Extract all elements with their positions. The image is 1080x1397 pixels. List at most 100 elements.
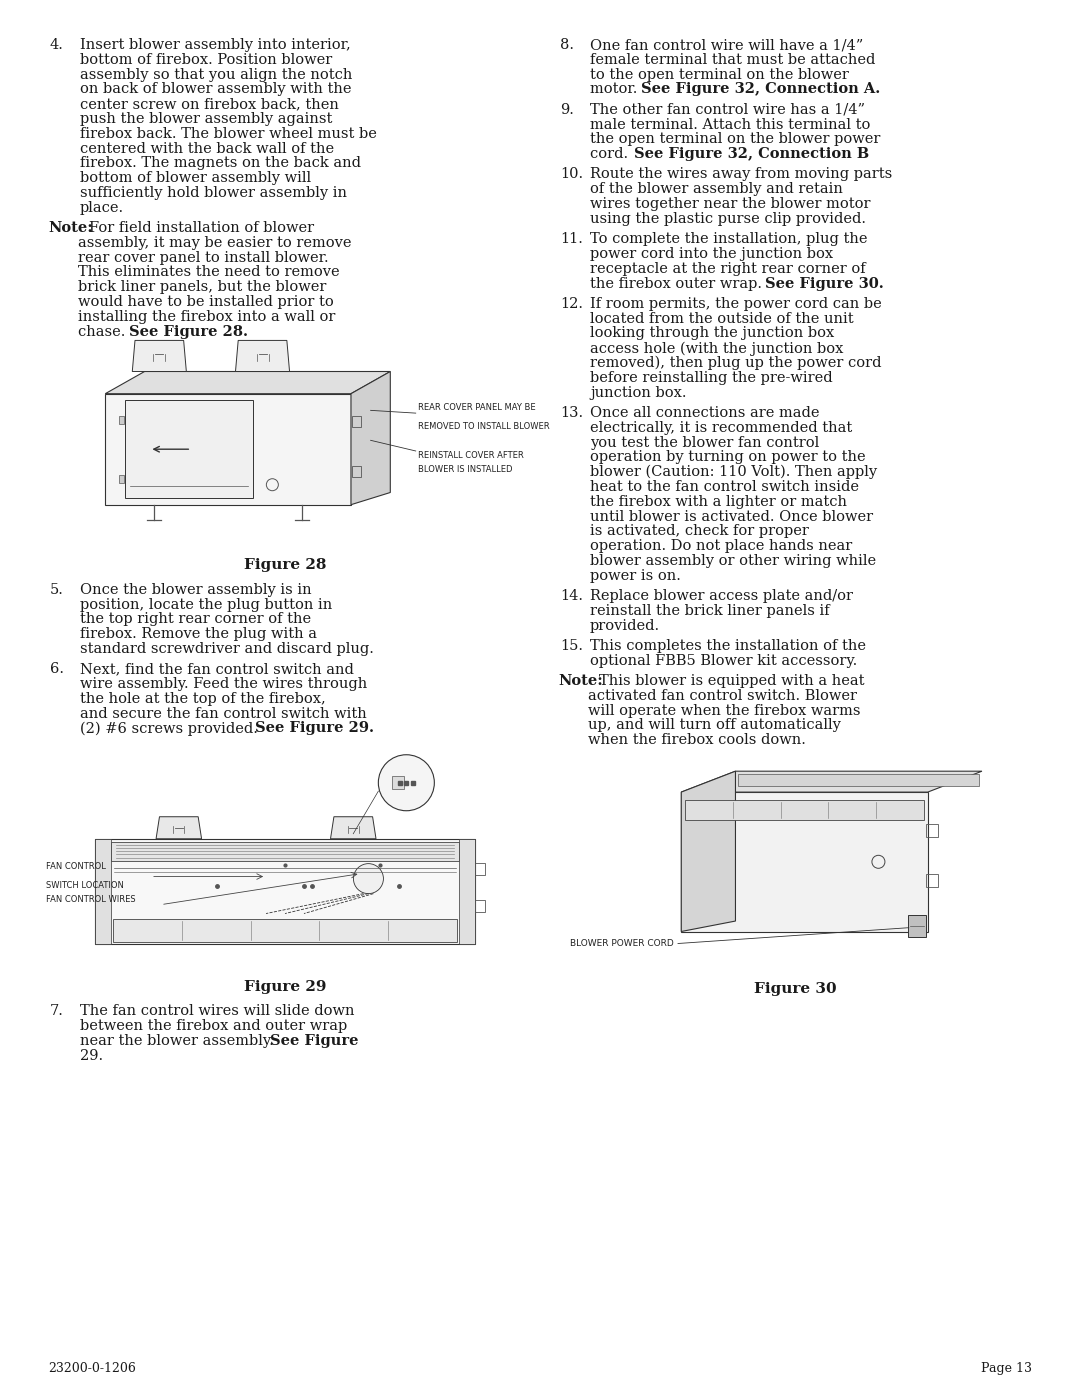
Text: looking through the junction box: looking through the junction box xyxy=(590,327,834,341)
Polygon shape xyxy=(105,394,351,504)
Text: before reinstalling the pre-wired: before reinstalling the pre-wired xyxy=(590,370,833,384)
Text: power is on.: power is on. xyxy=(590,569,680,583)
Text: REAR COVER PANEL MAY BE: REAR COVER PANEL MAY BE xyxy=(418,404,536,412)
Text: wire assembly. Feed the wires through: wire assembly. Feed the wires through xyxy=(80,678,367,692)
Text: receptacle at the right rear corner of: receptacle at the right rear corner of xyxy=(590,261,866,275)
Polygon shape xyxy=(119,416,124,423)
Polygon shape xyxy=(235,341,289,372)
Text: 6.: 6. xyxy=(50,662,64,676)
Text: sufficiently hold blower assembly in: sufficiently hold blower assembly in xyxy=(80,186,347,200)
Text: assembly so that you align the notch: assembly so that you align the notch xyxy=(80,67,352,81)
Text: Figure 28: Figure 28 xyxy=(244,557,326,571)
Text: 11.: 11. xyxy=(561,232,583,246)
Text: For field installation of blower: For field installation of blower xyxy=(89,221,314,235)
Text: male terminal. Attach this terminal to: male terminal. Attach this terminal to xyxy=(590,117,870,131)
Polygon shape xyxy=(685,800,923,820)
Polygon shape xyxy=(907,915,926,936)
Text: This eliminates the need to remove: This eliminates the need to remove xyxy=(78,265,339,279)
Text: bottom of firebox. Position blower: bottom of firebox. Position blower xyxy=(80,53,333,67)
Text: of the blower assembly and retain: of the blower assembly and retain xyxy=(590,182,842,196)
Text: See Figure 30.: See Figure 30. xyxy=(766,277,883,291)
Text: REINSTALL COVER AFTER: REINSTALL COVER AFTER xyxy=(418,451,524,460)
Polygon shape xyxy=(351,372,390,504)
Polygon shape xyxy=(119,475,124,482)
Text: Route the wires away from moving parts: Route the wires away from moving parts xyxy=(590,168,892,182)
Polygon shape xyxy=(125,401,253,499)
Text: The other fan control wire has a 1/4”: The other fan control wire has a 1/4” xyxy=(590,103,865,117)
Text: motor.: motor. xyxy=(590,82,642,96)
Text: The fan control wires will slide down: The fan control wires will slide down xyxy=(80,1004,354,1018)
Polygon shape xyxy=(681,792,928,932)
Text: 10.: 10. xyxy=(561,168,583,182)
Text: 29.: 29. xyxy=(80,1049,103,1063)
Text: 14.: 14. xyxy=(561,590,583,604)
Text: Figure 29: Figure 29 xyxy=(244,979,326,993)
Text: standard screwdriver and discard plug.: standard screwdriver and discard plug. xyxy=(80,643,374,657)
Text: assembly, it may be easier to remove: assembly, it may be easier to remove xyxy=(78,236,351,250)
Text: Once the blower assembly is in: Once the blower assembly is in xyxy=(80,583,312,597)
Text: SWITCH LOCATION: SWITCH LOCATION xyxy=(46,880,124,890)
Text: (2) #6 screws provided.: (2) #6 screws provided. xyxy=(80,721,262,736)
Text: Figure 30: Figure 30 xyxy=(754,982,836,996)
Text: firebox back. The blower wheel must be: firebox back. The blower wheel must be xyxy=(80,127,377,141)
Text: place.: place. xyxy=(80,201,124,215)
Text: would have to be installed prior to: would have to be installed prior to xyxy=(78,295,334,309)
Polygon shape xyxy=(681,771,982,792)
Text: rear cover panel to install blower.: rear cover panel to install blower. xyxy=(78,250,328,264)
Circle shape xyxy=(378,754,434,810)
Text: junction box.: junction box. xyxy=(590,386,687,400)
Text: wires together near the blower motor: wires together near the blower motor xyxy=(590,197,870,211)
Text: See Figure: See Figure xyxy=(270,1034,359,1048)
Text: activated fan control switch. Blower: activated fan control switch. Blower xyxy=(588,689,858,703)
Text: cord.: cord. xyxy=(590,147,633,161)
Text: 9.: 9. xyxy=(561,103,573,117)
Text: you test the blower fan control: you test the blower fan control xyxy=(590,436,820,450)
Text: on back of blower assembly with the: on back of blower assembly with the xyxy=(80,82,351,96)
Text: Note:: Note: xyxy=(558,673,603,687)
Text: firebox. Remove the plug with a: firebox. Remove the plug with a xyxy=(80,627,318,641)
Text: 15.: 15. xyxy=(561,638,583,652)
Text: installing the firebox into a wall or: installing the firebox into a wall or xyxy=(78,310,336,324)
Text: up, and will turn off automatically: up, and will turn off automatically xyxy=(588,718,841,732)
Text: 23200-0-1206: 23200-0-1206 xyxy=(48,1362,136,1375)
Polygon shape xyxy=(739,774,978,787)
Text: firebox. The magnets on the back and: firebox. The magnets on the back and xyxy=(80,156,361,170)
Text: 5.: 5. xyxy=(50,583,64,597)
Text: This blower is equipped with a heat: This blower is equipped with a heat xyxy=(599,673,864,687)
Polygon shape xyxy=(95,838,110,944)
Polygon shape xyxy=(157,817,202,838)
Text: to the open terminal on the blower: to the open terminal on the blower xyxy=(590,67,849,81)
Text: centered with the back wall of the: centered with the back wall of the xyxy=(80,141,334,155)
Polygon shape xyxy=(95,838,474,944)
Text: operation. Do not place hands near: operation. Do not place hands near xyxy=(590,539,852,553)
Text: See Figure 32, Connection A.: See Figure 32, Connection A. xyxy=(642,82,880,96)
Text: center screw on firebox back, then: center screw on firebox back, then xyxy=(80,98,339,112)
Text: optional FBB5 Blower kit accessory.: optional FBB5 Blower kit accessory. xyxy=(590,654,858,668)
Text: near the blower assembly.: near the blower assembly. xyxy=(80,1034,279,1048)
Text: will operate when the firebox warms: will operate when the firebox warms xyxy=(588,704,861,718)
Text: the top right rear corner of the: the top right rear corner of the xyxy=(80,612,311,626)
Text: push the blower assembly against: push the blower assembly against xyxy=(80,112,333,126)
Text: reinstall the brick liner panels if: reinstall the brick liner panels if xyxy=(590,604,829,617)
Text: Next, find the fan control switch and: Next, find the fan control switch and xyxy=(80,662,354,676)
Polygon shape xyxy=(105,372,390,394)
Circle shape xyxy=(353,863,383,894)
Text: Replace blower access plate and/or: Replace blower access plate and/or xyxy=(590,590,853,604)
Text: FAN CONTROL WIRES: FAN CONTROL WIRES xyxy=(46,895,136,904)
Text: access hole (with the junction box: access hole (with the junction box xyxy=(590,341,843,356)
Text: To complete the installation, plug the: To complete the installation, plug the xyxy=(590,232,867,246)
Text: until blower is activated. Once blower: until blower is activated. Once blower xyxy=(590,510,873,524)
Text: electrically, it is recommended that: electrically, it is recommended that xyxy=(590,420,852,434)
Text: Once all connections are made: Once all connections are made xyxy=(590,407,820,420)
Text: 12.: 12. xyxy=(561,296,583,310)
Text: provided.: provided. xyxy=(590,619,660,633)
Text: blower assembly or other wiring while: blower assembly or other wiring while xyxy=(590,553,876,569)
Text: removed), then plug up the power cord: removed), then plug up the power cord xyxy=(590,356,881,370)
Text: chase.: chase. xyxy=(78,324,130,338)
Polygon shape xyxy=(459,838,474,944)
Polygon shape xyxy=(112,919,458,942)
Text: female terminal that must be attached: female terminal that must be attached xyxy=(590,53,876,67)
Text: between the firebox and outer wrap: between the firebox and outer wrap xyxy=(80,1020,348,1034)
Text: is activated, check for proper: is activated, check for proper xyxy=(590,524,809,538)
Text: and secure the fan control switch with: and secure the fan control switch with xyxy=(80,707,367,721)
